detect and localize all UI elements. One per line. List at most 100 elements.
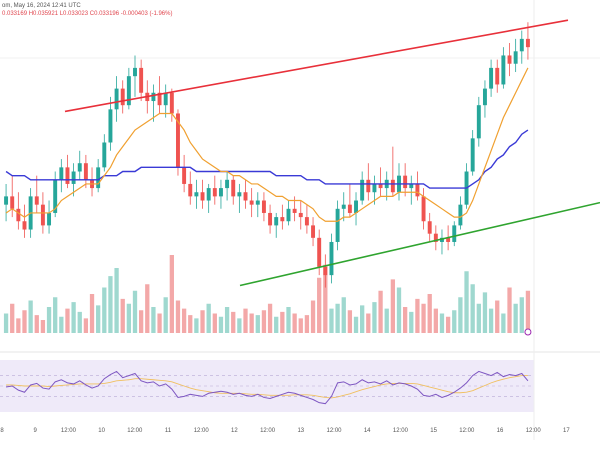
volume-bar bbox=[249, 313, 254, 333]
candle-body bbox=[255, 200, 260, 205]
volume-bar bbox=[267, 303, 273, 333]
volume-bar bbox=[77, 311, 82, 333]
volume-bar bbox=[323, 264, 328, 333]
volume-bar bbox=[22, 310, 27, 333]
volume-bar bbox=[353, 316, 359, 333]
candle-body bbox=[139, 67, 144, 93]
ema-fast-line bbox=[5, 67, 529, 222]
candle-body bbox=[34, 196, 39, 205]
volume-bar bbox=[433, 308, 438, 333]
candle-body bbox=[452, 225, 457, 242]
volume-bar bbox=[421, 303, 426, 333]
candle-body bbox=[501, 55, 506, 85]
volume-bar bbox=[335, 303, 340, 333]
volume-bar bbox=[200, 310, 205, 333]
volume-bar bbox=[396, 287, 402, 333]
volume-bar bbox=[114, 268, 119, 333]
volume-bar bbox=[513, 303, 518, 333]
x-tick-label: 12:00 bbox=[260, 428, 276, 434]
volume-bar bbox=[108, 276, 113, 333]
x-tick-label: 12:00 bbox=[61, 428, 77, 434]
rsi-line bbox=[5, 370, 529, 405]
volume-bar bbox=[329, 308, 334, 333]
volume-bar bbox=[372, 302, 377, 333]
candle-body bbox=[513, 51, 518, 64]
candle-body bbox=[433, 233, 438, 242]
candle-body bbox=[470, 138, 475, 172]
volume-bar bbox=[243, 308, 248, 333]
candle-body bbox=[206, 188, 211, 201]
candle-body bbox=[212, 188, 217, 197]
volume-bar bbox=[126, 303, 132, 333]
volume-bar bbox=[10, 303, 15, 333]
candle-body bbox=[249, 200, 254, 205]
candle-body bbox=[176, 113, 180, 168]
volume-bar bbox=[366, 313, 371, 333]
candle-body bbox=[10, 196, 15, 209]
volume-bar bbox=[427, 294, 432, 333]
x-tick-label: 9 bbox=[34, 428, 38, 434]
volume-bar bbox=[292, 313, 297, 333]
candle-body bbox=[440, 237, 444, 242]
x-tick-label: 12:00 bbox=[393, 428, 409, 434]
candle-body bbox=[280, 217, 285, 222]
candle-body bbox=[261, 200, 266, 213]
candle-body bbox=[65, 167, 70, 184]
volume-bar bbox=[458, 297, 463, 333]
volume-bar bbox=[28, 300, 33, 333]
volume-bar bbox=[439, 313, 445, 333]
candle-body bbox=[157, 92, 162, 106]
volume-bar bbox=[402, 307, 408, 333]
x-tick-label: 12:00 bbox=[526, 428, 542, 434]
candle-body bbox=[427, 221, 432, 234]
symbol-date: om, May 16, 2024 12:41 UTC bbox=[2, 3, 81, 9]
candle-body bbox=[16, 208, 21, 222]
volume-bar bbox=[378, 290, 383, 333]
candle-body bbox=[311, 225, 316, 238]
candle-body bbox=[360, 179, 365, 201]
resistance-trendline bbox=[64, 19, 569, 113]
volume-bar bbox=[138, 310, 144, 333]
ema-slow-line bbox=[5, 129, 529, 189]
volume-bar bbox=[507, 287, 512, 333]
volume-bar bbox=[360, 305, 365, 333]
volume-bar bbox=[341, 297, 346, 333]
x-tick-label: 12:00 bbox=[194, 428, 210, 434]
volume-bar bbox=[261, 310, 267, 333]
candle-body bbox=[194, 192, 199, 197]
candle-body bbox=[22, 221, 27, 230]
x-tick-label: 11 bbox=[165, 428, 172, 434]
candle-body bbox=[347, 204, 352, 213]
candle-body bbox=[482, 88, 487, 106]
candle-body bbox=[71, 171, 76, 184]
candle-body bbox=[458, 204, 463, 226]
candle-body bbox=[507, 55, 512, 64]
volume-bar bbox=[163, 297, 168, 333]
candle-body bbox=[409, 183, 414, 189]
candle-body bbox=[102, 142, 107, 168]
rsi-ma-line bbox=[6, 375, 528, 399]
volume-bar bbox=[188, 315, 193, 333]
volume-bar bbox=[212, 313, 217, 333]
candle-body bbox=[366, 179, 371, 193]
candle-body bbox=[188, 183, 193, 197]
candle-body bbox=[40, 204, 45, 226]
x-tick-label: 12:00 bbox=[459, 428, 475, 434]
volume-bar bbox=[151, 307, 156, 333]
candle-body bbox=[4, 196, 9, 205]
volume-bar bbox=[132, 290, 138, 333]
volume-bar bbox=[525, 290, 531, 333]
candle-body bbox=[323, 266, 328, 276]
volume-bar bbox=[83, 318, 89, 333]
volume-bar bbox=[415, 298, 420, 333]
candle-body bbox=[237, 192, 242, 197]
candle-body bbox=[108, 109, 113, 143]
candle-body bbox=[218, 188, 223, 197]
candle-body bbox=[225, 179, 230, 189]
volume-bar bbox=[384, 308, 389, 333]
candle-body bbox=[519, 38, 524, 52]
x-tick-label: 12:00 bbox=[127, 428, 143, 434]
candle-body bbox=[378, 183, 383, 189]
candle-body bbox=[151, 92, 156, 102]
